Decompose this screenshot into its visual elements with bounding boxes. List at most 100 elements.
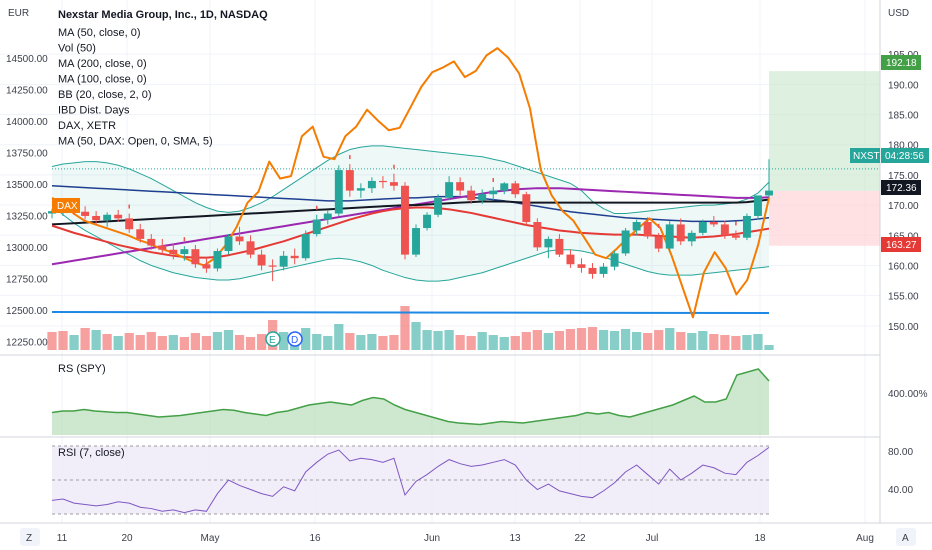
volume-bar <box>455 335 465 350</box>
volume-bar <box>135 335 145 350</box>
symbol-tag-bg <box>850 148 880 163</box>
volume-bar <box>378 336 388 350</box>
zoom-button-bg[interactable] <box>20 528 40 546</box>
earnings-marker-e[interactable] <box>265 331 281 347</box>
candle-body <box>378 180 387 183</box>
rsi-panel-label: RSI (7, close) <box>58 447 125 459</box>
candle-body <box>103 214 112 221</box>
candle-body <box>279 255 288 267</box>
candle-body <box>643 222 652 237</box>
left-axis-tick: 12250.00 <box>6 338 48 349</box>
volume-bar <box>444 330 454 350</box>
candle-body <box>268 265 277 267</box>
zoom-corner[interactable]: Z <box>20 528 40 546</box>
candle-body <box>423 214 432 229</box>
volume-bar <box>687 333 697 350</box>
volume-bar <box>389 335 399 350</box>
candle-body <box>125 218 134 230</box>
risk-zone <box>769 190 880 246</box>
candle-body <box>500 183 509 191</box>
ma200-line <box>51 198 770 226</box>
risk-reward-tool[interactable] <box>52 71 880 246</box>
target-tag-bg <box>881 55 921 70</box>
auto-scale-corner[interactable]: A <box>896 528 916 546</box>
time-axis-tick: 13 <box>509 533 521 544</box>
candle-body <box>412 228 420 255</box>
zoom-button-label: Z <box>26 533 32 544</box>
volume-bar <box>80 328 90 350</box>
candle-body <box>401 185 409 255</box>
left-axis-tick: 13750.00 <box>6 149 48 160</box>
dax-tag-bg <box>52 198 80 213</box>
time-axis-tick: 11 <box>57 533 68 544</box>
candle-body <box>720 224 729 236</box>
candles[interactable] <box>48 159 773 282</box>
candle-body <box>687 232 696 242</box>
candle-body <box>235 236 244 242</box>
candle-body <box>312 219 321 235</box>
volume-bar <box>532 330 542 350</box>
stop-tag-label: 163.27 <box>886 240 917 251</box>
right-axis-tick: 190.00 <box>888 80 919 91</box>
volume-bar <box>620 329 631 350</box>
symbol-tag: NXST 04:28:56 <box>850 148 929 163</box>
last-price-tag-bg <box>881 180 921 195</box>
candle-body <box>566 254 575 265</box>
dist-day-markers <box>128 155 737 242</box>
candle-body <box>114 214 123 219</box>
volume-bar <box>433 331 443 350</box>
volume-bar <box>312 334 322 350</box>
auto-scale-button-label: A <box>902 533 909 544</box>
time-axis-tick: Jun <box>424 533 440 544</box>
candle-body <box>367 180 376 189</box>
candle-body <box>599 266 608 274</box>
rsi-panel <box>51 446 770 514</box>
volume-bar <box>47 332 57 350</box>
volume-bar <box>654 330 664 350</box>
candle-body <box>334 170 343 214</box>
candle-body <box>654 236 663 249</box>
volume-bar <box>742 335 752 350</box>
stop-tag-bg <box>881 237 921 252</box>
right-axis-tick: 165.00 <box>888 231 919 242</box>
time-axis-tick: 16 <box>309 533 321 544</box>
left-axis-tick: 14000.00 <box>6 117 48 128</box>
volume-bar <box>146 332 156 350</box>
symbol-tag-label: NXST <box>853 151 880 162</box>
candle-body <box>445 182 454 198</box>
rsi-axis-tick-80: 80.00 <box>888 447 913 458</box>
candle-body <box>467 190 476 201</box>
dividend-marker-d[interactable] <box>287 331 303 347</box>
candle-body <box>323 213 332 220</box>
time-axis[interactable]: 11 20 May 16 Jun 13 22 Jul 18 Aug <box>57 533 874 544</box>
volume-bar <box>356 335 366 350</box>
indicator-legend[interactable]: MA (50, close, 0) Vol (50) MA (200, close,… <box>58 27 213 148</box>
candle-body <box>731 235 740 238</box>
target-tag-label: 192.18 <box>886 58 917 69</box>
volume-bar <box>643 333 653 350</box>
candle-body <box>533 222 542 248</box>
left-axis-tick: 12750.00 <box>6 275 48 286</box>
dax-tag-label: DAX <box>57 201 78 212</box>
left-axis-tick: 14250.00 <box>6 86 48 97</box>
left-price-axis[interactable]: 14500.00 14250.00 14000.00 13750.00 13500.00… <box>6 54 48 349</box>
candle-body <box>555 238 564 255</box>
right-axis-tick: 150.00 <box>888 322 919 333</box>
time-axis-tick: May <box>201 533 220 544</box>
rs-axis-value: 400.00% <box>888 389 928 400</box>
bb-upper-line <box>51 145 770 215</box>
volume-bar <box>301 328 311 350</box>
rsi-axis-tick-40: 40.00 <box>888 485 913 496</box>
left-axis-tick: 12500.00 <box>6 306 48 317</box>
candle-body <box>202 264 211 269</box>
candle-body <box>665 224 674 249</box>
volume-bar <box>323 336 333 350</box>
candle-body <box>742 215 751 238</box>
auto-scale-button-bg[interactable] <box>896 528 916 546</box>
volume-bar <box>345 333 355 350</box>
volume-bar <box>400 306 410 350</box>
volume-bar <box>422 330 432 350</box>
candle-body <box>180 249 189 254</box>
volume-bar <box>720 335 730 350</box>
